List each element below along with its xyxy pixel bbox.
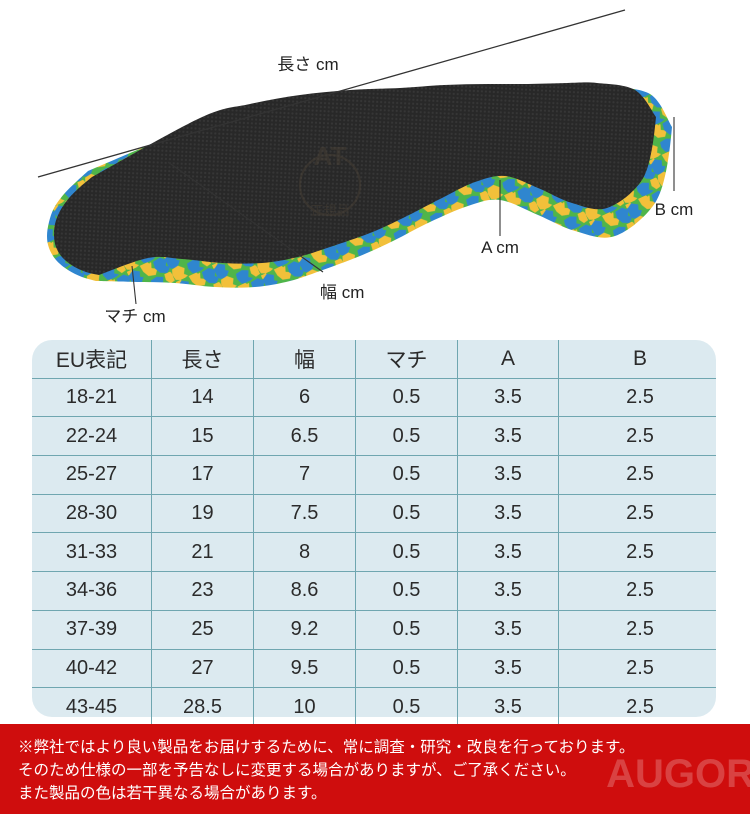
svg-text:AT: AT [314,141,347,171]
svg-text:A cm: A cm [481,238,519,257]
svg-text:B cm: B cm [655,200,694,219]
svg-text:長さ cm: 長さ cm [277,55,338,74]
svg-text:正規品: 正規品 [310,203,349,218]
svg-text:マチ cm: マチ cm [104,307,165,326]
svg-text:幅 cm: 幅 cm [320,283,364,302]
